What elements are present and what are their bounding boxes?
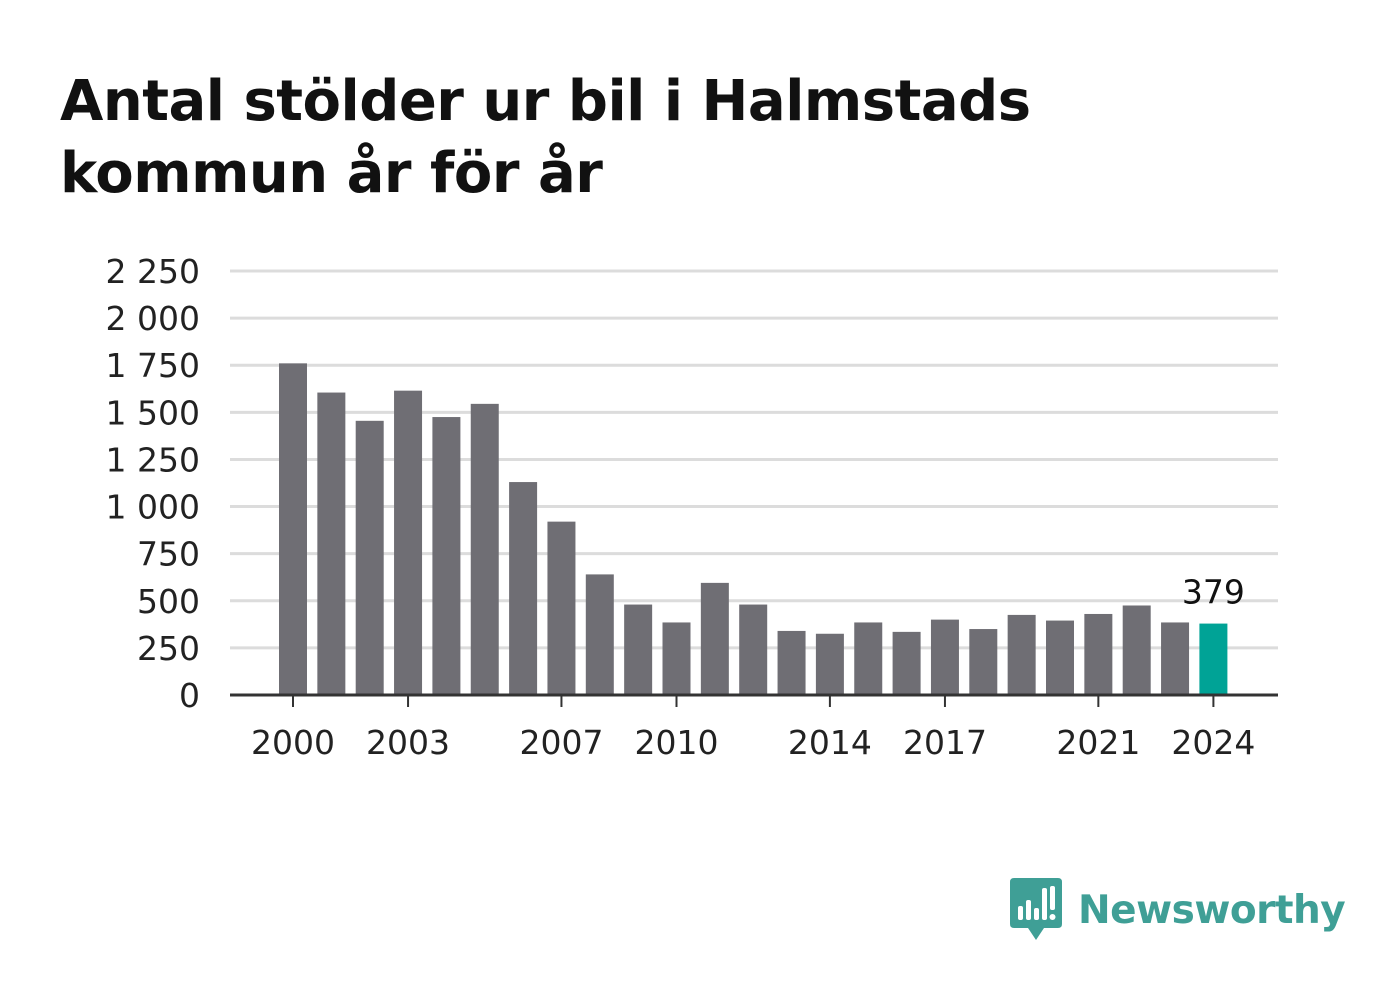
y-tick-label: 1 500 xyxy=(106,393,200,432)
bar-2021 xyxy=(1084,613,1113,695)
bar-2013 xyxy=(777,630,806,695)
bar-2010 xyxy=(662,622,691,695)
y-tick-label: 500 xyxy=(137,582,200,621)
data-label: 379 xyxy=(1182,573,1245,612)
bars xyxy=(279,363,1228,695)
data-labels: 379 xyxy=(1182,573,1245,612)
bar-2009 xyxy=(624,604,653,695)
y-axis-tick-labels: 0 250 500 750 1 000 1 250 1 500 1 750 2 000 2 250 xyxy=(106,252,200,715)
x-tick-label: 2017 xyxy=(903,723,987,762)
x-axis xyxy=(230,693,1278,707)
x-tick-label: 2003 xyxy=(366,723,450,762)
x-tick-label: 2007 xyxy=(519,723,603,762)
bar-2019 xyxy=(1007,614,1036,695)
bar-2007 xyxy=(547,521,576,695)
bar-2000 xyxy=(279,363,307,695)
bar-2006 xyxy=(509,482,538,695)
x-tick-label: 2024 xyxy=(1171,723,1255,762)
y-tick-label: 1 000 xyxy=(106,488,200,527)
x-tick-label: 2010 xyxy=(635,723,719,762)
bar-2022 xyxy=(1122,605,1151,695)
gridlines xyxy=(230,269,1278,650)
y-tick-label: 1 750 xyxy=(106,346,200,385)
bar-2020 xyxy=(1046,620,1074,695)
bar-2002 xyxy=(355,420,384,695)
brand-name: Newsworthy xyxy=(1078,887,1346,933)
newsworthy-logo-icon xyxy=(1010,878,1062,940)
brand-logo: Newsworthy xyxy=(1010,878,1346,942)
x-tick-label: 2000 xyxy=(251,723,335,762)
bar-2016 xyxy=(892,631,921,695)
x-axis-tick-labels: 2000 2003 2007 2010 2014 2017 2021 2024 xyxy=(251,723,1255,762)
bar-2017 xyxy=(930,619,959,695)
bar-2024 xyxy=(1199,623,1228,695)
bar-2008 xyxy=(585,574,614,695)
bar-2014 xyxy=(815,633,844,695)
bar-2011 xyxy=(700,582,729,695)
bar-2012 xyxy=(739,604,768,695)
y-tick-label: 1 250 xyxy=(106,440,200,479)
bar-2004 xyxy=(432,417,461,695)
y-tick-label: 2 250 xyxy=(106,252,200,291)
y-tick-label: 0 xyxy=(179,676,200,715)
bar-2015 xyxy=(854,622,883,695)
x-tick-label: 2014 xyxy=(788,723,872,762)
x-tick-label: 2021 xyxy=(1056,723,1140,762)
chart-title: Antal stölder ur bil i Halmstads kommun … xyxy=(60,69,1031,206)
bar-2005 xyxy=(470,403,499,695)
y-tick-label: 2 000 xyxy=(106,299,200,338)
bar-2023 xyxy=(1161,622,1190,695)
y-tick-label: 250 xyxy=(137,629,200,668)
y-tick-label: 750 xyxy=(137,535,200,574)
bar-2003 xyxy=(394,390,423,695)
bar-2018 xyxy=(969,629,998,695)
bar-2001 xyxy=(317,392,346,695)
